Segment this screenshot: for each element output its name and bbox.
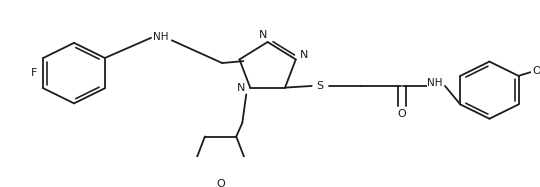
Text: NH: NH [427,78,443,88]
Text: O: O [532,66,540,76]
Text: N: N [259,30,267,40]
Text: O: O [397,109,407,119]
Text: N: N [300,50,308,60]
Text: N: N [237,83,246,94]
Text: S: S [316,81,323,91]
Text: F: F [31,68,38,78]
Text: NH: NH [153,32,168,42]
Text: O: O [216,179,225,187]
